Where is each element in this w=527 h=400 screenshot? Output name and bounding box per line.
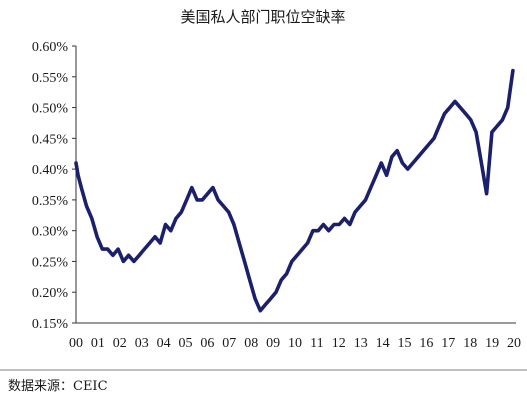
x-tick-label: 18: [463, 336, 477, 351]
x-tick-label: 14: [376, 336, 390, 351]
source-note: 数据来源：CEIC: [8, 379, 108, 394]
chart-title: 美国私人部门职位空缺率: [180, 8, 345, 26]
y-tick-label: 0.55%: [32, 71, 69, 86]
x-tick-label: 10: [288, 336, 302, 351]
y-tick-label: 0.25%: [32, 255, 69, 270]
x-tick-label: 03: [135, 336, 149, 351]
x-tick-label: 15: [398, 336, 412, 351]
x-tick-label: 20: [507, 336, 521, 351]
y-tick-label: 0.40%: [32, 163, 69, 178]
x-tick-label: 00: [69, 336, 83, 351]
y-tick-label: 0.50%: [32, 102, 69, 117]
x-tick-label: 08: [244, 336, 258, 351]
x-tick-label: 09: [266, 336, 280, 351]
x-tick-label: 17: [441, 336, 455, 351]
x-tick-label: 12: [332, 336, 346, 351]
y-tick-label: 0.15%: [32, 317, 69, 332]
x-tick-label: 04: [157, 336, 171, 351]
y-tick-label: 0.30%: [32, 225, 69, 240]
x-tick-label: 07: [222, 336, 236, 351]
series-line: [74, 68, 515, 313]
y-tick-label: 0.20%: [32, 286, 69, 301]
y-tick-label: 0.60%: [32, 40, 69, 55]
x-tick-label: 02: [113, 336, 127, 351]
x-tick-label: 06: [200, 336, 214, 351]
y-tick-label: 0.35%: [32, 194, 69, 209]
x-tick-label: 13: [354, 336, 368, 351]
x-tick-label: 01: [91, 336, 105, 351]
x-tick-label: 19: [485, 336, 499, 351]
x-tick-label: 11: [310, 336, 323, 351]
series-lines: [74, 68, 515, 313]
y-tick-label: 0.45%: [32, 132, 69, 147]
x-ticks: 00 01 02 03 04 05 06 07 08 09 10 11 12 13 14 15 16 17 18 19…: [69, 336, 521, 351]
x-tick-label: 16: [419, 336, 433, 351]
y-ticks: 0.15% 0.20% 0.25% 0.30% 0.35% 0.40% 0.45% 0.50%…: [32, 40, 76, 332]
x-tick-label: 05: [179, 336, 193, 351]
